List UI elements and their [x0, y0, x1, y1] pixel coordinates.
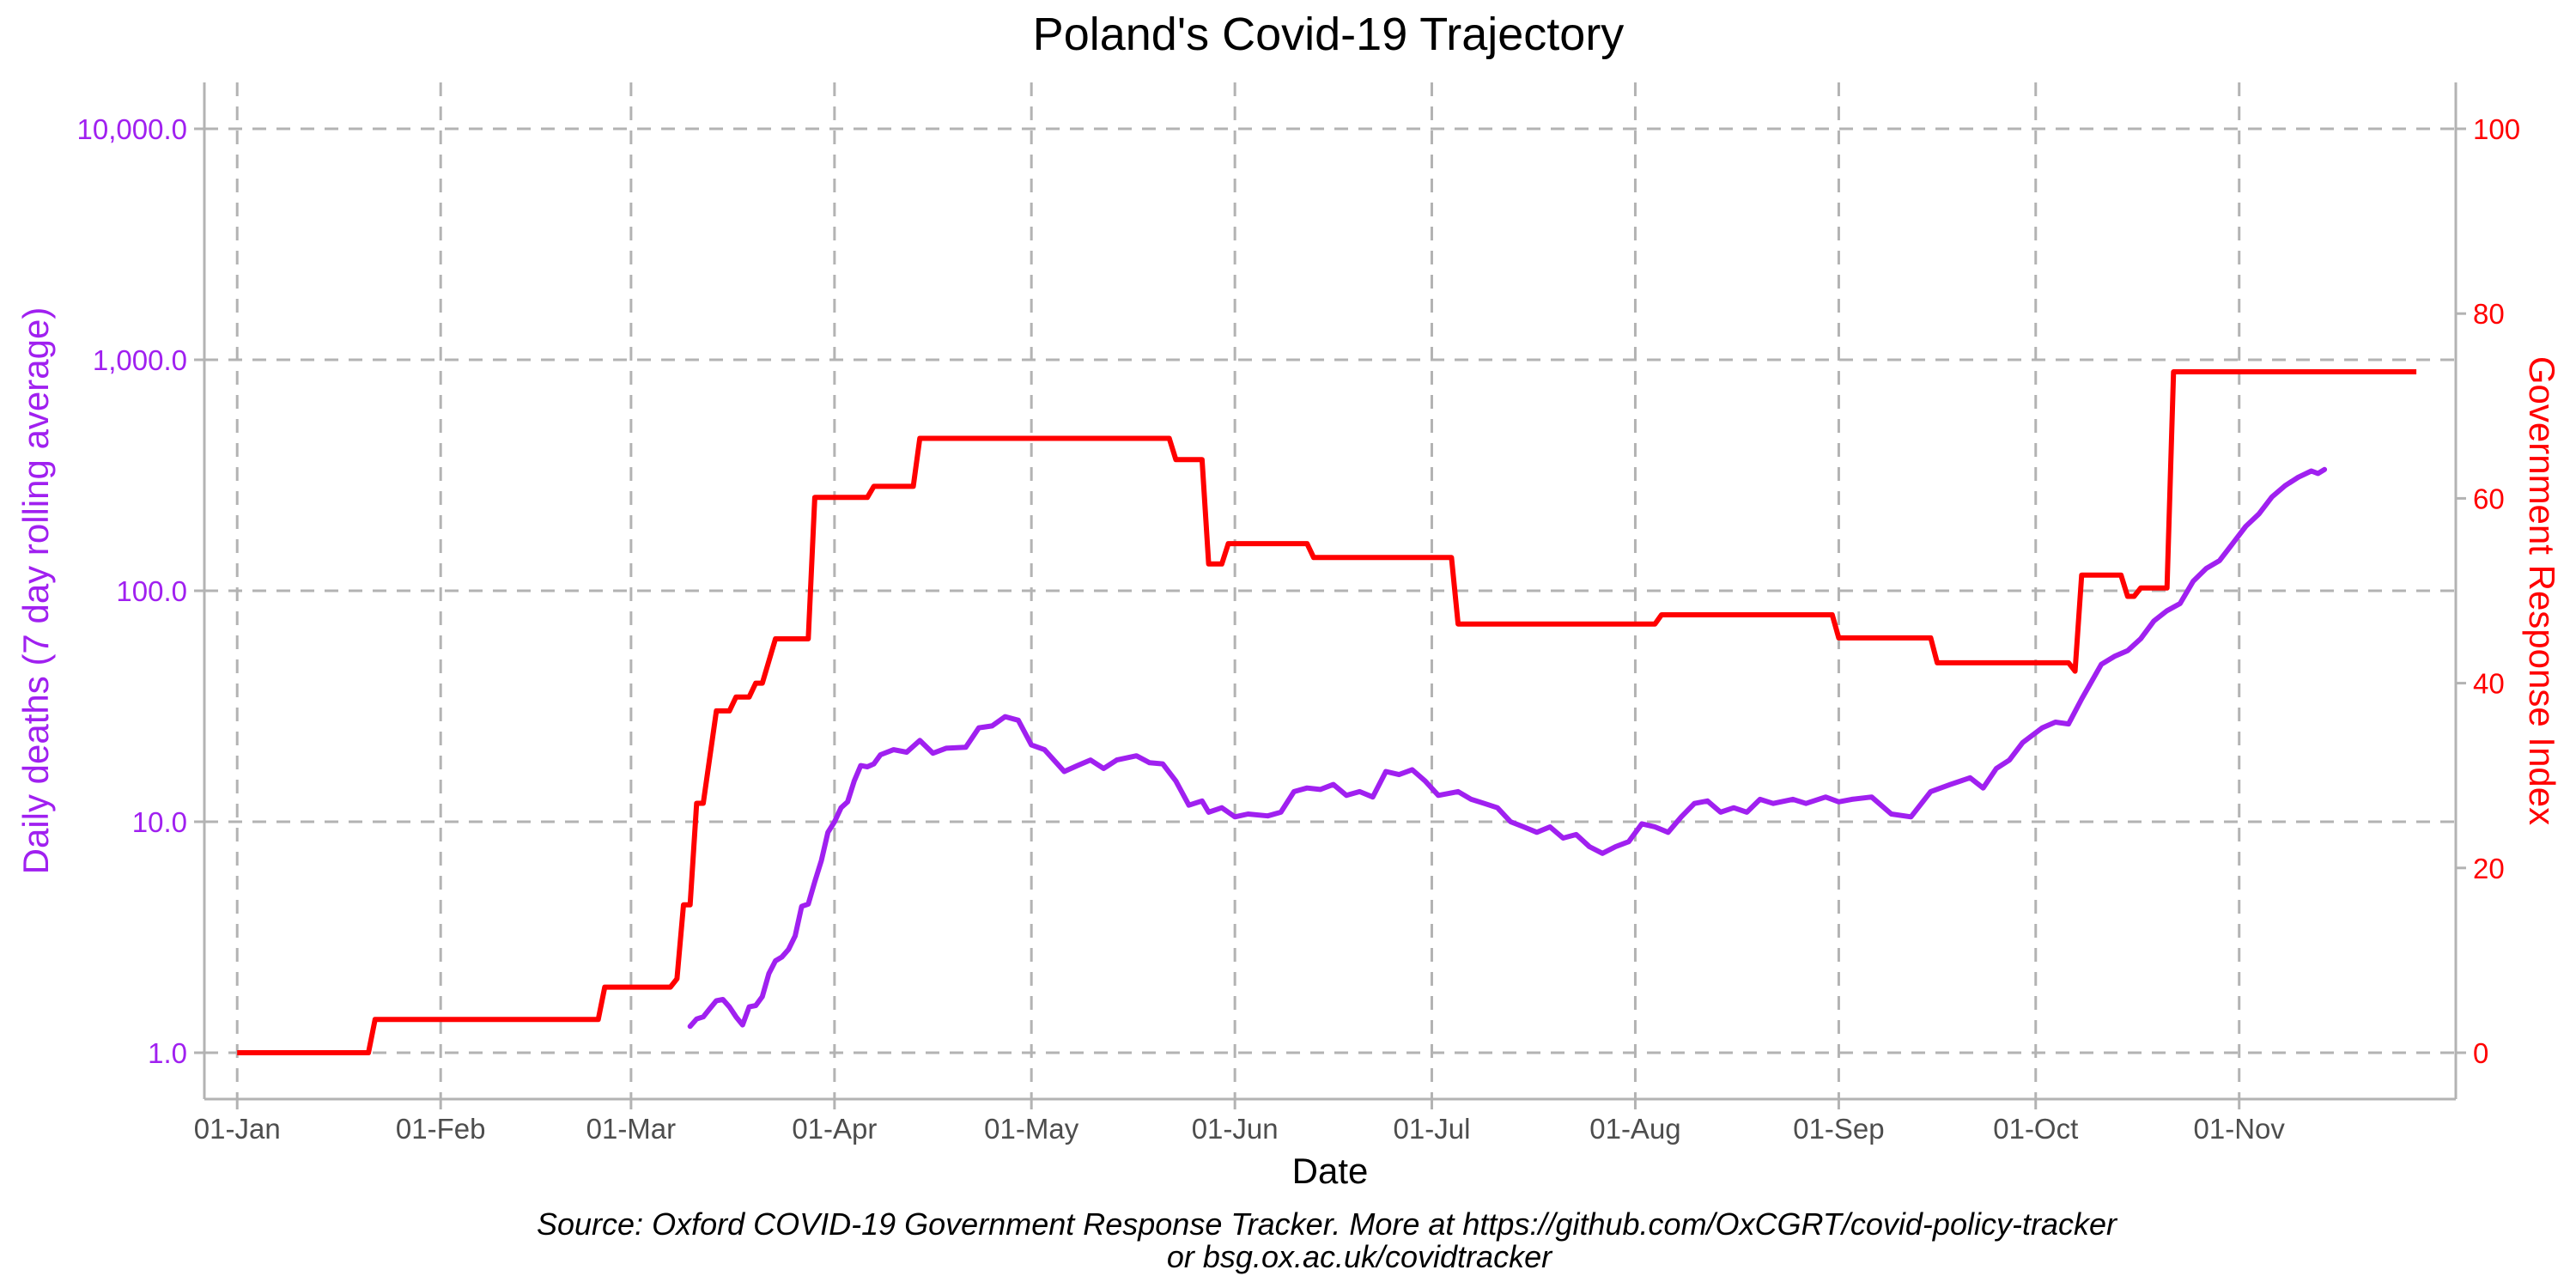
x-tick-label: 01-Aug: [1589, 1113, 1680, 1145]
left-axis-ticks: 1.0 10.0 100.0 1,000.0 10,000.0: [77, 113, 204, 1069]
left-tick-label: 10,000.0: [77, 113, 187, 145]
right-tick-label: 40: [2473, 668, 2505, 700]
right-tick-label: 20: [2473, 853, 2505, 884]
x-axis-ticks: 01-Jan 01-Feb 01-Mar 01-Apr 01-May 01-Jun 01-J…: [194, 1099, 2286, 1145]
x-tick-label: 01-Feb: [396, 1113, 486, 1145]
chart-title: Poland's Covid-19 Trajectory: [1033, 9, 1625, 60]
left-tick-label: 1.0: [148, 1037, 187, 1069]
right-tick-label: 80: [2473, 298, 2505, 330]
x-tick-label: 01-May: [984, 1113, 1079, 1145]
x-tick-label: 01-Jun: [1192, 1113, 1279, 1145]
right-tick-label: 60: [2473, 483, 2505, 514]
source-caption-line-2: or bsg.ox.ac.uk/covidtracker: [1167, 1239, 1553, 1274]
series-line-government-response-index: [237, 369, 2417, 1055]
x-tick-label: 01-Nov: [2194, 1113, 2286, 1145]
x-tick-label: 01-Mar: [586, 1113, 677, 1145]
x-axis-title: Date: [1292, 1151, 1369, 1191]
x-tick-label: 01-Jan: [194, 1113, 281, 1145]
series-line-daily-deaths: [687, 466, 2328, 1030]
source-caption-line-1: Source: Oxford COVID-19 Government Respo…: [537, 1206, 2118, 1242]
right-tick-label: 100: [2473, 113, 2520, 145]
left-tick-label: 10.0: [132, 806, 187, 838]
horizontal-gridlines: [204, 127, 2456, 1054]
right-tick-label: 0: [2473, 1037, 2488, 1069]
x-tick-label: 01-Oct: [1993, 1113, 2078, 1145]
left-tick-label: 100.0: [116, 575, 187, 607]
right-axis-ticks: 0 20 40 60 80 100: [2456, 113, 2520, 1069]
x-tick-label: 01-Apr: [792, 1113, 877, 1145]
right-axis-title: Government Response Index: [2522, 356, 2562, 825]
x-tick-label: 01-Jul: [1394, 1113, 1471, 1145]
x-tick-label: 01-Sep: [1793, 1113, 1884, 1145]
left-axis-title: Daily deaths (7 day rolling average): [15, 307, 56, 875]
left-tick-label: 1,000.0: [93, 344, 187, 376]
